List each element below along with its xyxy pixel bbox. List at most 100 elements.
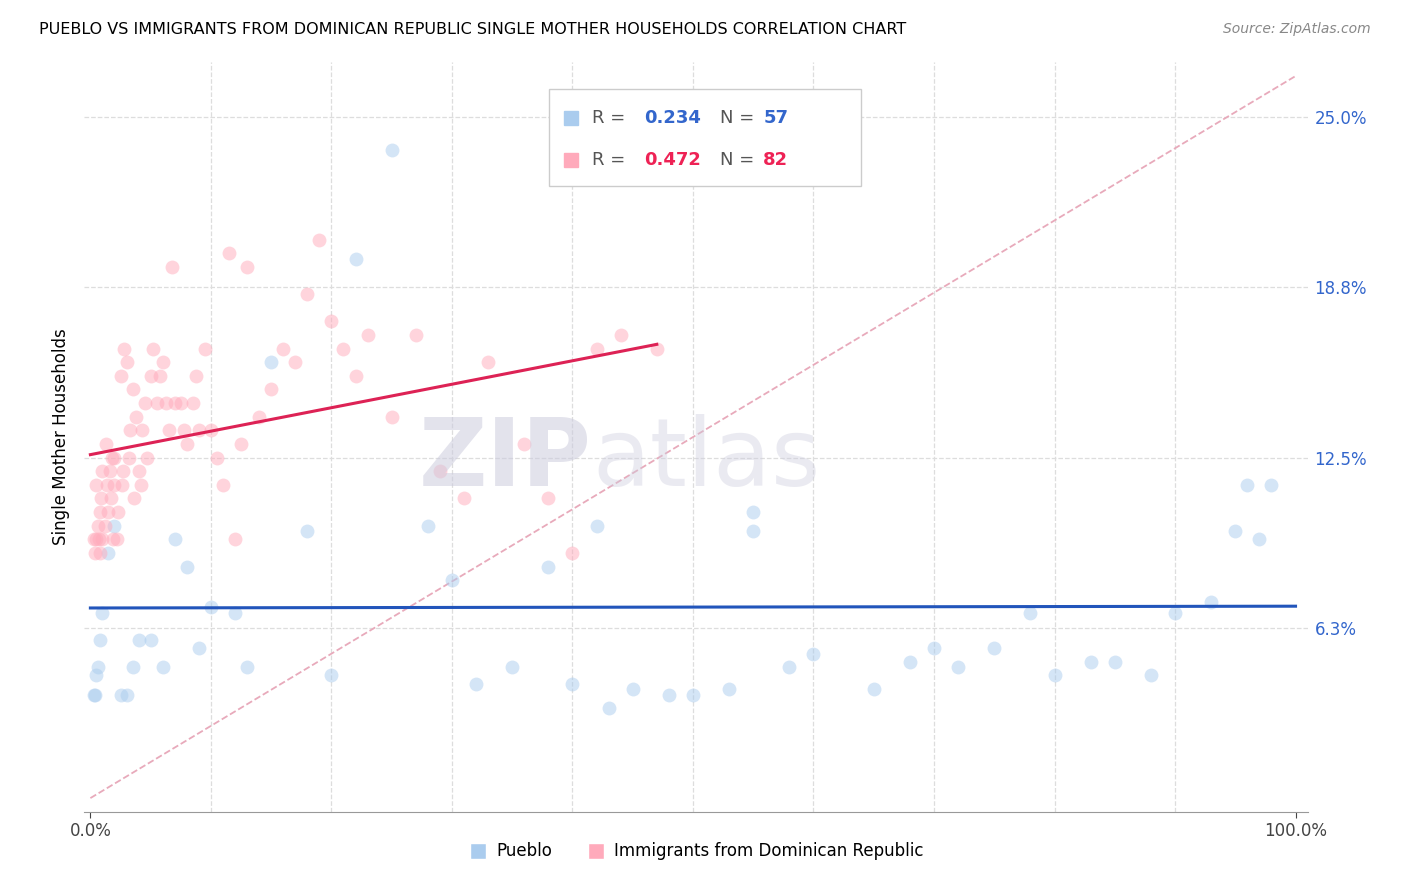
Point	[1249, 533, 1271, 547]
Point	[585, 518, 607, 533]
Point	[181, 396, 204, 410]
FancyBboxPatch shape	[550, 88, 860, 186]
Text: N =: N =	[720, 109, 761, 127]
Point	[1043, 668, 1066, 682]
Point	[260, 355, 283, 369]
Point	[91, 464, 114, 478]
Point	[682, 688, 704, 702]
Point	[173, 423, 195, 437]
Point	[89, 505, 111, 519]
Point	[356, 327, 378, 342]
Point	[200, 600, 222, 615]
Text: atlas: atlas	[592, 414, 820, 506]
Legend: Pueblo, Immigrants from Dominican Republic: Pueblo, Immigrants from Dominican Republ…	[461, 836, 931, 867]
Point	[120, 423, 142, 437]
Point	[778, 660, 800, 674]
Point	[94, 437, 117, 451]
Point	[284, 355, 307, 369]
Text: 0.234: 0.234	[644, 109, 702, 127]
Point	[84, 688, 107, 702]
Point	[129, 477, 152, 491]
Point	[465, 676, 488, 690]
Point	[86, 660, 108, 674]
Point	[297, 524, 319, 538]
Point	[609, 327, 631, 342]
Point	[125, 409, 148, 424]
Point	[1164, 606, 1187, 620]
Point	[121, 383, 143, 397]
Point	[224, 533, 246, 547]
Point	[742, 524, 765, 538]
Point	[803, 647, 825, 661]
Text: N =: N =	[720, 151, 761, 169]
Text: R =: R =	[592, 109, 631, 127]
Point	[453, 491, 475, 506]
Point	[163, 533, 186, 547]
Point	[1236, 477, 1258, 491]
Point	[922, 641, 945, 656]
Point	[194, 342, 217, 356]
Point	[176, 559, 198, 574]
Point	[115, 355, 138, 369]
Point	[477, 355, 499, 369]
Point	[155, 396, 177, 410]
Point	[89, 546, 111, 560]
Point	[236, 660, 259, 674]
Point	[658, 688, 681, 702]
Point	[332, 342, 354, 356]
Point	[187, 423, 209, 437]
Point	[212, 477, 235, 491]
Point	[344, 252, 367, 266]
Text: Source: ZipAtlas.com: Source: ZipAtlas.com	[1223, 22, 1371, 37]
Point	[229, 437, 252, 451]
Point	[621, 682, 644, 697]
Point	[163, 396, 186, 410]
Point	[101, 450, 124, 465]
Point	[1199, 595, 1222, 609]
Point	[111, 464, 134, 478]
Point	[97, 546, 120, 560]
Point	[271, 342, 294, 356]
Point	[162, 260, 184, 274]
Point	[321, 668, 343, 682]
Point	[718, 682, 741, 697]
Point	[149, 368, 172, 383]
Point	[537, 491, 560, 506]
Point	[110, 368, 132, 383]
Point	[152, 660, 174, 674]
Point	[260, 383, 283, 397]
Point	[186, 368, 208, 383]
Point	[86, 668, 108, 682]
Point	[742, 505, 765, 519]
Point	[91, 533, 114, 547]
Point	[96, 477, 118, 491]
Point	[416, 518, 439, 533]
Point	[94, 518, 117, 533]
Point	[86, 518, 108, 533]
Point	[1104, 655, 1126, 669]
Point	[205, 450, 228, 465]
Point	[89, 633, 111, 648]
Point	[139, 368, 162, 383]
Point	[176, 437, 198, 451]
Point	[122, 491, 145, 506]
Point	[187, 641, 209, 656]
Point	[440, 573, 463, 587]
Text: 0.472: 0.472	[644, 151, 702, 169]
Point	[97, 505, 120, 519]
Point	[236, 260, 259, 274]
Point	[200, 423, 222, 437]
Point	[103, 533, 125, 547]
Point	[121, 660, 143, 674]
Point	[134, 396, 156, 410]
Point	[308, 233, 330, 247]
Text: 57: 57	[763, 109, 789, 127]
Point	[585, 342, 607, 356]
Point	[128, 464, 150, 478]
Point	[118, 450, 141, 465]
Point	[862, 682, 884, 697]
Point	[405, 327, 427, 342]
Point	[100, 491, 122, 506]
Point	[224, 606, 246, 620]
Point	[344, 368, 367, 383]
